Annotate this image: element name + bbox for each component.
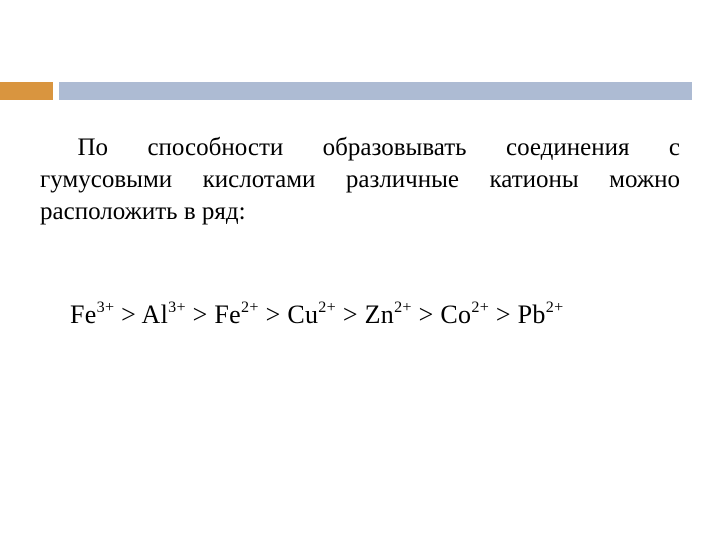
slide: По способности образовывать соединения с… bbox=[0, 0, 720, 540]
body-paragraph: По способности образовывать соединения с… bbox=[40, 132, 680, 228]
accent-block bbox=[0, 82, 53, 100]
decorative-top-bar bbox=[0, 82, 720, 100]
long-bar bbox=[59, 82, 692, 100]
cation-series-formula: Fe3+ > Al3+ > Fe2+ > Cu2+ > Zn2+ > Co2+ … bbox=[70, 300, 660, 330]
